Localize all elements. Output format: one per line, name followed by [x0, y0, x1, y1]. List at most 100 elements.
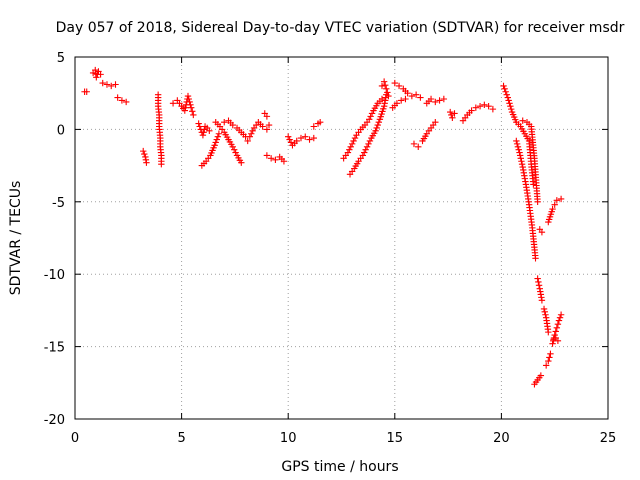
data-point — [410, 140, 418, 148]
y-axis-title: SDTVAR / TECUs — [8, 181, 24, 296]
data-point — [249, 127, 256, 135]
data-point — [378, 82, 386, 90]
data-point — [259, 123, 266, 130]
data-point — [366, 116, 373, 123]
data-point — [427, 95, 435, 103]
data-point — [553, 324, 561, 331]
data-point — [187, 104, 195, 111]
data-point — [201, 126, 208, 133]
data-point — [557, 311, 565, 318]
data-point — [348, 140, 356, 148]
data-point — [519, 117, 526, 124]
data-point — [372, 127, 379, 135]
data-point — [553, 197, 561, 204]
data-point — [199, 131, 207, 139]
data-point — [211, 142, 218, 149]
data-point — [361, 149, 368, 156]
data-point — [263, 152, 271, 159]
y-tick-label: -15 — [44, 341, 65, 356]
data-point — [97, 71, 104, 78]
data-point — [182, 104, 189, 111]
data-point — [384, 89, 391, 96]
data-point — [346, 146, 353, 153]
data-point — [190, 111, 197, 119]
data-point — [508, 105, 515, 113]
data-point — [141, 150, 148, 158]
data-point — [408, 92, 416, 100]
data-point — [415, 143, 422, 150]
data-point — [378, 95, 386, 103]
data-point — [514, 143, 522, 150]
data-point — [351, 134, 359, 142]
data-point — [195, 120, 202, 127]
data-point — [538, 229, 546, 236]
data-point — [287, 139, 295, 146]
data-point — [221, 118, 228, 126]
data-point — [93, 74, 100, 81]
data-point — [363, 143, 371, 150]
data-point — [516, 152, 524, 159]
data-point — [417, 94, 424, 101]
data-point — [518, 160, 526, 168]
data-point — [505, 97, 512, 104]
x-tick-label: 20 — [493, 431, 510, 446]
data-point — [506, 100, 513, 107]
data-point — [385, 92, 392, 100]
data-point — [554, 320, 562, 328]
data-point — [169, 100, 177, 107]
data-point — [215, 130, 223, 137]
data-point — [368, 110, 376, 117]
data-point — [99, 79, 106, 87]
data-point — [189, 108, 196, 115]
data-point — [501, 85, 508, 93]
data-point — [517, 155, 525, 162]
data-point — [504, 94, 511, 101]
data-point — [359, 152, 367, 159]
data-point — [440, 95, 448, 103]
data-point — [143, 159, 150, 166]
data-point — [366, 137, 374, 145]
data-point — [383, 85, 390, 93]
data-point — [551, 331, 558, 339]
data-point — [513, 140, 521, 148]
x-tick-label: 15 — [387, 431, 404, 446]
data-point — [537, 372, 545, 379]
data-point — [451, 110, 458, 117]
y-tick-label: -20 — [44, 413, 65, 428]
data-points — [81, 66, 565, 388]
data-point — [238, 159, 245, 166]
data-point — [263, 126, 271, 133]
data-point — [373, 124, 380, 132]
data-point — [229, 143, 236, 150]
data-point — [285, 133, 292, 140]
data-point — [230, 146, 238, 153]
data-point — [402, 95, 409, 103]
data-point — [374, 121, 381, 129]
data-point — [542, 362, 550, 369]
data-point — [212, 139, 219, 146]
data-point — [229, 121, 236, 129]
data-point — [112, 81, 119, 88]
data-point — [541, 308, 548, 316]
data-point — [532, 255, 539, 262]
data-point — [556, 314, 564, 321]
data-point — [375, 118, 383, 126]
y-axis: -20 -15 -10 -5 0 5 — [44, 51, 608, 428]
x-axis-title: GPS time / hours — [281, 459, 398, 475]
data-point — [248, 130, 255, 137]
data-point — [267, 155, 275, 162]
data-point — [507, 103, 514, 110]
data-point — [545, 357, 552, 365]
data-point — [213, 136, 220, 143]
x-tick-label: 0 — [71, 431, 79, 446]
x-tick-label: 25 — [600, 431, 617, 446]
data-point — [535, 278, 542, 286]
data-point — [549, 205, 556, 213]
data-point — [263, 113, 271, 120]
data-point — [83, 88, 90, 95]
data-point — [185, 95, 192, 103]
data-point — [554, 337, 562, 345]
x-axis: 0 5 10 15 20 25 — [71, 57, 616, 446]
data-point — [513, 137, 520, 145]
